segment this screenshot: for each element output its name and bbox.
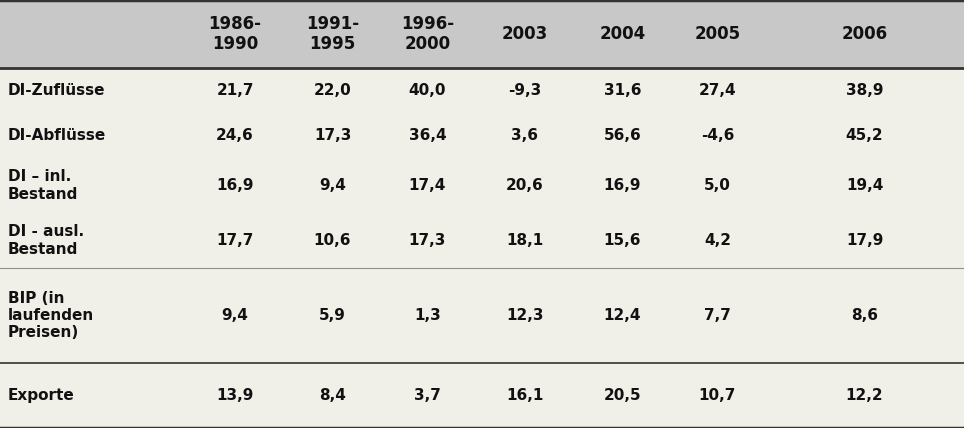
Text: 10,6: 10,6 — [313, 233, 351, 248]
Text: 24,6: 24,6 — [216, 128, 254, 143]
Text: 9,4: 9,4 — [319, 178, 346, 193]
Text: DI-Zuflüsse: DI-Zuflüsse — [8, 83, 105, 98]
Text: 5,9: 5,9 — [319, 308, 346, 323]
Text: 1,3: 1,3 — [415, 308, 441, 323]
Text: BIP (in
laufenden
Preisen): BIP (in laufenden Preisen) — [8, 291, 94, 340]
Text: 20,6: 20,6 — [506, 178, 544, 193]
Text: 13,9: 13,9 — [216, 388, 254, 403]
Text: 38,9: 38,9 — [845, 83, 883, 98]
Text: 18,1: 18,1 — [506, 233, 544, 248]
Text: 1996-
2000: 1996- 2000 — [401, 15, 454, 54]
Text: 36,4: 36,4 — [409, 128, 446, 143]
Text: 19,4: 19,4 — [845, 178, 883, 193]
Text: DI – inl.
Bestand: DI – inl. Bestand — [8, 169, 78, 202]
Text: 12,2: 12,2 — [845, 388, 883, 403]
Text: 16,9: 16,9 — [603, 178, 641, 193]
Text: DI-Abflüsse: DI-Abflüsse — [8, 128, 106, 143]
Text: 17,4: 17,4 — [409, 178, 446, 193]
Text: 21,7: 21,7 — [216, 83, 254, 98]
Text: 3,7: 3,7 — [415, 388, 441, 403]
Text: 56,6: 56,6 — [603, 128, 641, 143]
Text: 40,0: 40,0 — [409, 83, 446, 98]
Text: 17,9: 17,9 — [845, 233, 883, 248]
Text: 3,6: 3,6 — [512, 128, 539, 143]
Text: 8,6: 8,6 — [851, 308, 878, 323]
Text: 17,3: 17,3 — [314, 128, 351, 143]
Text: 1986-
1990: 1986- 1990 — [208, 15, 261, 54]
Text: 27,4: 27,4 — [699, 83, 736, 98]
Text: 7,7: 7,7 — [704, 308, 731, 323]
Text: 22,0: 22,0 — [313, 83, 351, 98]
Text: 2005: 2005 — [694, 25, 740, 43]
Text: 31,6: 31,6 — [603, 83, 641, 98]
Text: 17,7: 17,7 — [216, 233, 254, 248]
Text: -4,6: -4,6 — [701, 128, 735, 143]
Text: 1991-
1995: 1991- 1995 — [306, 15, 359, 54]
Text: 16,1: 16,1 — [506, 388, 544, 403]
Text: 17,3: 17,3 — [409, 233, 446, 248]
Text: 2004: 2004 — [600, 25, 646, 43]
Text: 5,0: 5,0 — [704, 178, 731, 193]
Text: 12,3: 12,3 — [506, 308, 544, 323]
Text: DI - ausl.
Bestand: DI - ausl. Bestand — [8, 224, 84, 257]
Text: 4,2: 4,2 — [704, 233, 731, 248]
Text: 8,4: 8,4 — [319, 388, 346, 403]
Text: 10,7: 10,7 — [699, 388, 736, 403]
Text: Exporte: Exporte — [8, 388, 75, 403]
Text: 9,4: 9,4 — [222, 308, 249, 323]
Text: 15,6: 15,6 — [603, 233, 641, 248]
Text: 20,5: 20,5 — [603, 388, 641, 403]
Text: 12,4: 12,4 — [603, 308, 641, 323]
Bar — [0, 0, 964, 68]
Text: -9,3: -9,3 — [508, 83, 542, 98]
Text: 16,9: 16,9 — [216, 178, 254, 193]
Text: 45,2: 45,2 — [845, 128, 883, 143]
Text: 2003: 2003 — [502, 25, 549, 43]
Text: 2006: 2006 — [842, 25, 888, 43]
